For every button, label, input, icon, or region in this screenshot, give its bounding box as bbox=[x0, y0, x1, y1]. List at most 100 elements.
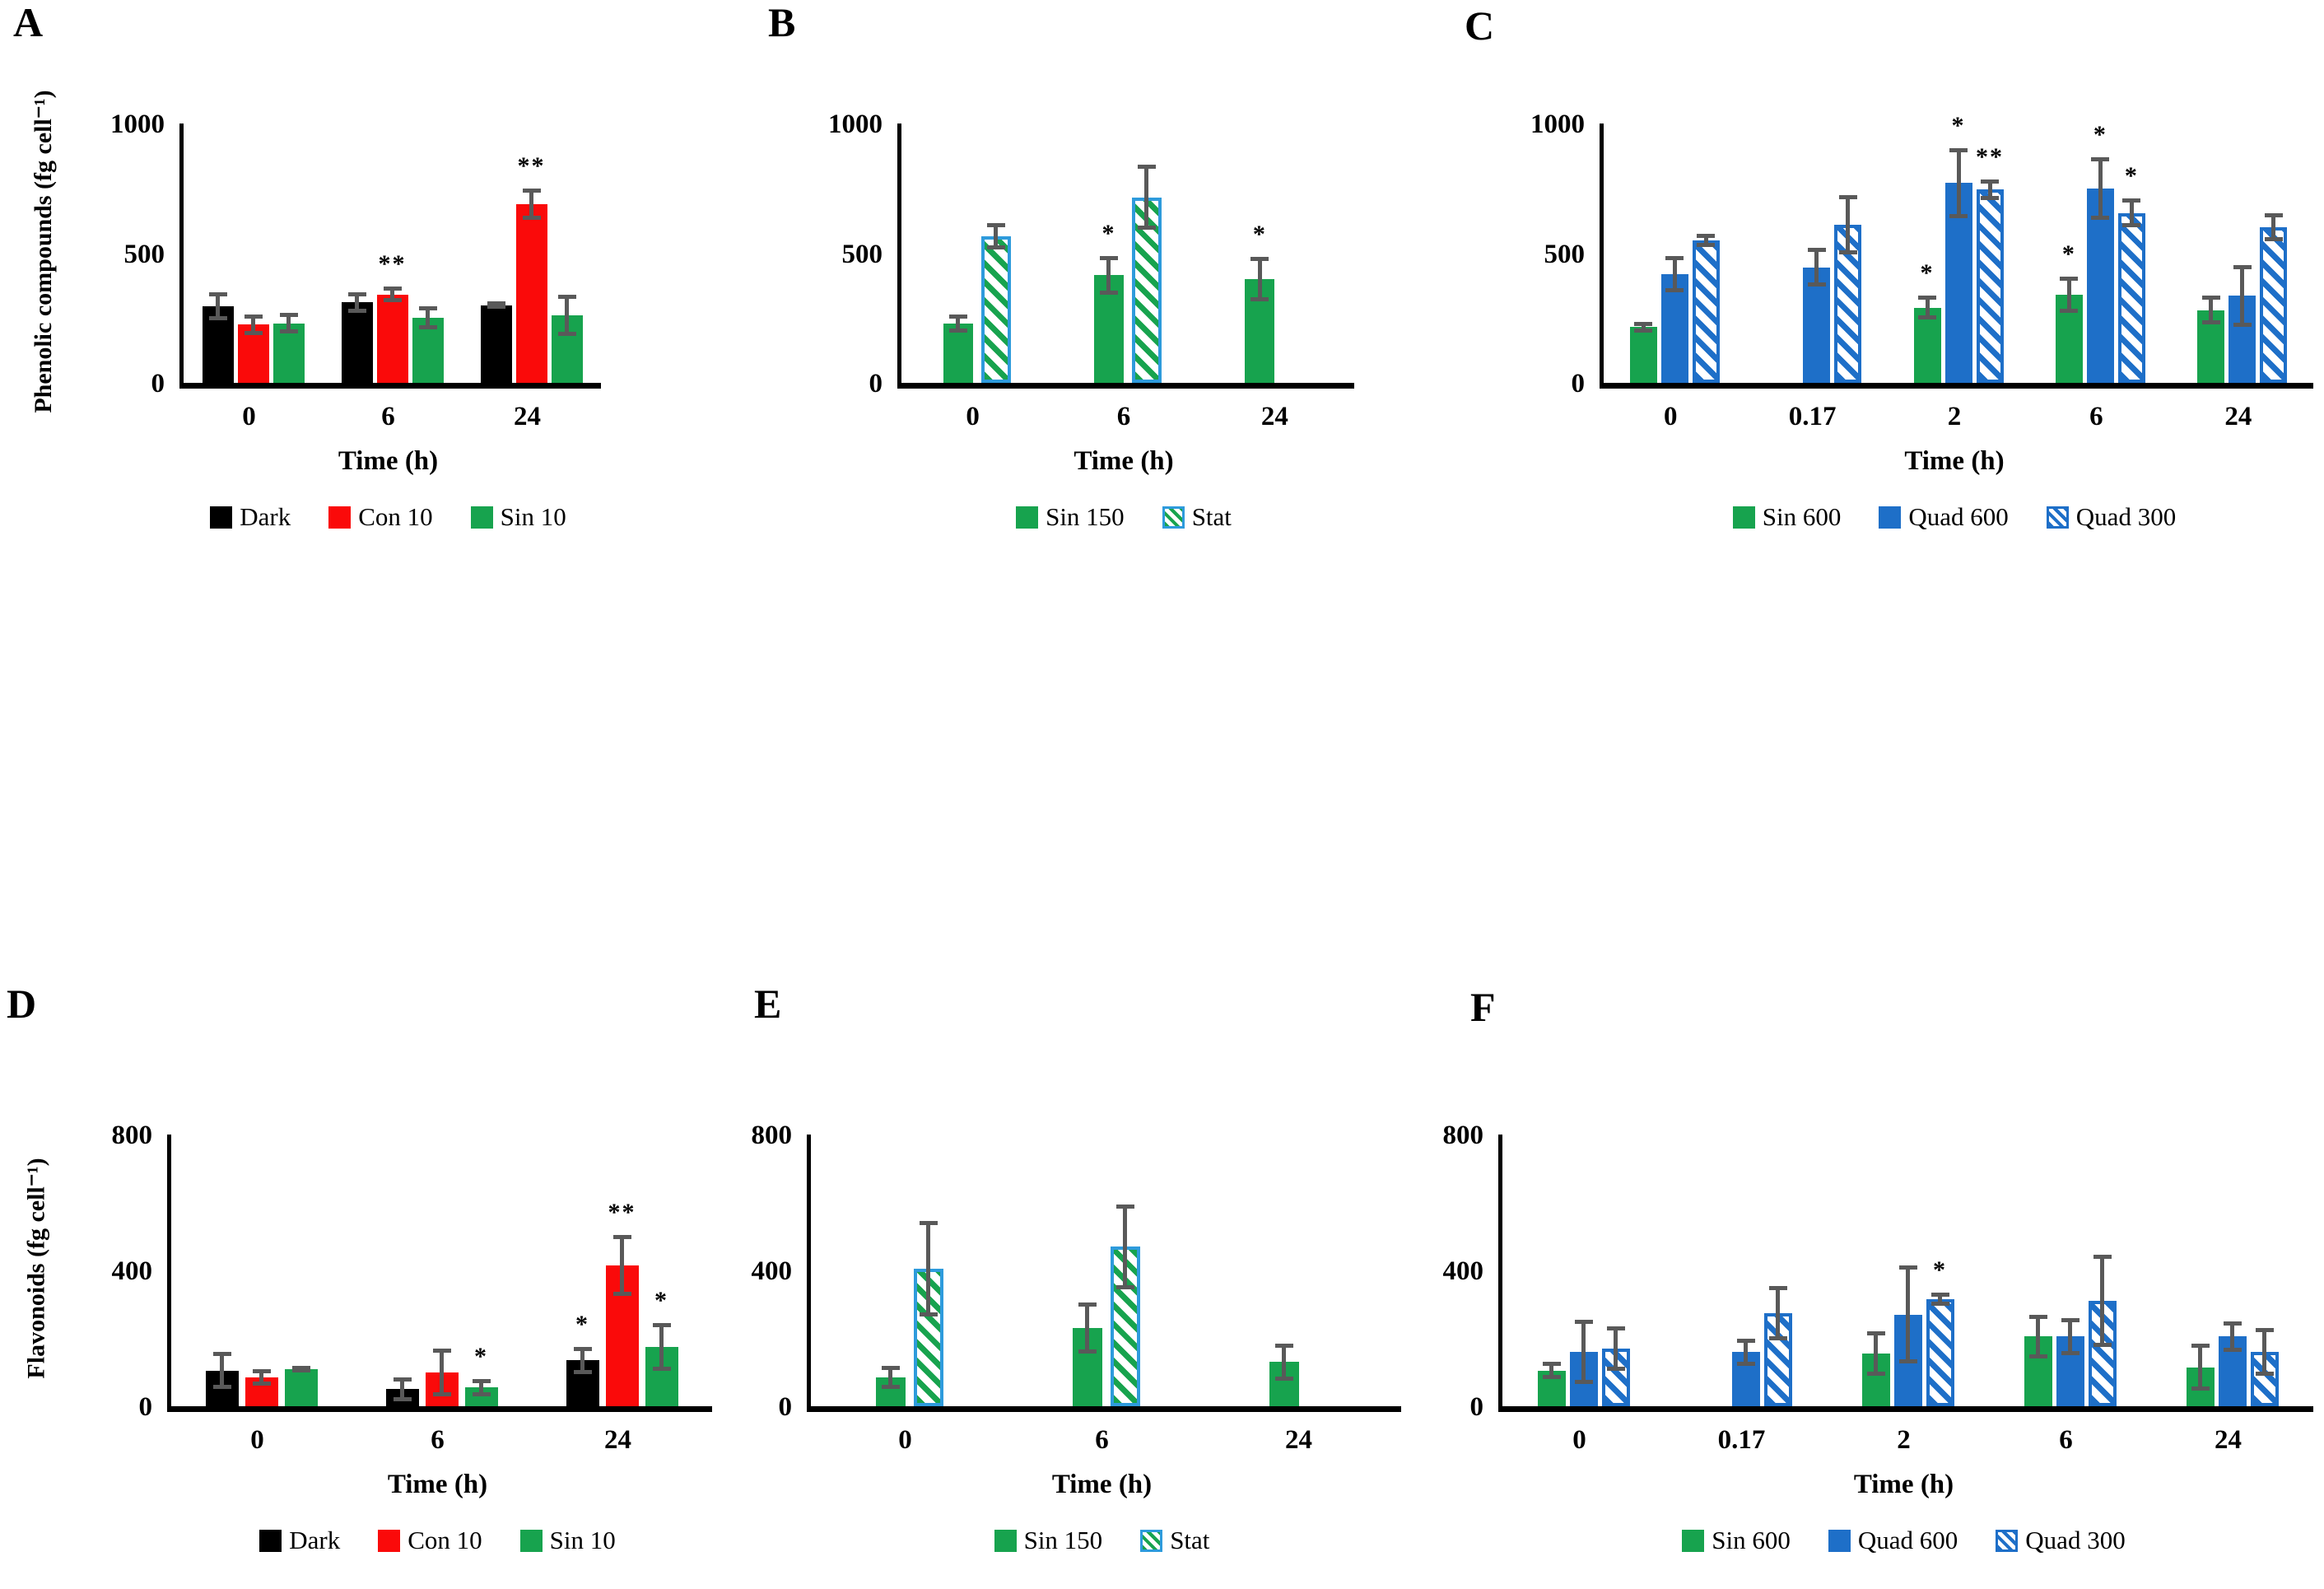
bar-group-C-t6: * * * bbox=[2029, 122, 2171, 383]
significance-mark: * bbox=[1951, 111, 1966, 139]
error-bar-cap-top bbox=[557, 294, 576, 299]
bar-group-A-t6: ** bbox=[323, 123, 462, 383]
error-bar-cap-bottom bbox=[252, 1382, 271, 1386]
error-bar-line bbox=[1987, 179, 1992, 200]
error-bar-cap-top bbox=[1274, 1343, 1293, 1348]
error-bar-line bbox=[216, 291, 220, 321]
error-bar-cap-bottom bbox=[1099, 290, 1118, 295]
significance-mark: ** bbox=[517, 151, 546, 179]
error-bar-line bbox=[926, 1221, 930, 1316]
x-axis-title-A: Time (h) bbox=[338, 446, 439, 476]
error-bar-line bbox=[1257, 257, 1262, 301]
error-bar-cap-bottom bbox=[2255, 1371, 2274, 1376]
error-bar-cap-bottom bbox=[1606, 1366, 1625, 1371]
error-bar-cap-bottom bbox=[1918, 315, 1937, 319]
error-bar-cap-top bbox=[2093, 1255, 2112, 1260]
bar-slot bbox=[1834, 123, 1862, 383]
error-bar-cap-bottom bbox=[2201, 320, 2220, 325]
error-bar-cap-top bbox=[279, 312, 298, 317]
legend-swatch bbox=[1996, 1529, 2019, 1552]
bar-slot bbox=[284, 1135, 318, 1406]
x-tick-label: 2 bbox=[1947, 402, 1962, 431]
error-bar-cap-bottom bbox=[279, 329, 298, 334]
error-bar-line bbox=[2068, 1317, 2072, 1356]
legend-label: Dark bbox=[240, 502, 291, 531]
y-axis-ticks-E: 0 400 800 bbox=[701, 1122, 793, 1421]
error-bar-cap-top bbox=[1115, 1204, 1134, 1209]
y-axis-title-D: Flavonoids (fg cell⁻¹) bbox=[22, 1158, 50, 1379]
bar-slot bbox=[875, 1135, 906, 1406]
bar-group-E-t0 bbox=[811, 1135, 1008, 1406]
error-bar-cap-bottom bbox=[1981, 195, 2000, 200]
x-tick-label: 0 bbox=[966, 402, 980, 431]
x-tick-label: 0 bbox=[250, 1425, 264, 1455]
bar-con-10 bbox=[515, 203, 547, 383]
bar-quad-300 bbox=[1926, 1299, 1954, 1406]
bar-quad-300 bbox=[1692, 240, 1720, 383]
significance-mark: * bbox=[654, 1286, 668, 1314]
error-bar-cap-top bbox=[1866, 1331, 1885, 1336]
legend-swatch bbox=[1682, 1529, 1705, 1552]
error-bar-line bbox=[888, 1365, 892, 1390]
bar-slot bbox=[1131, 123, 1162, 383]
error-bar-cap-bottom bbox=[1274, 1377, 1293, 1382]
plot-area-E bbox=[807, 1135, 1401, 1412]
legend-swatch bbox=[1828, 1529, 1851, 1552]
error-bar-cap-bottom bbox=[573, 1369, 592, 1374]
legend-F: Sin 600 Quad 600 Quad 300 bbox=[1449, 1526, 2324, 1555]
bar-group-D-t24: * ** * bbox=[532, 1135, 712, 1406]
bar-slot: * bbox=[1913, 123, 1941, 383]
legend-item-sin-600: Sin 600 bbox=[1682, 1526, 1791, 1555]
error-bar-cap-bottom bbox=[1898, 1359, 1917, 1364]
bar-sin-150 bbox=[943, 323, 973, 383]
error-bar-cap-bottom bbox=[1115, 1284, 1134, 1289]
error-bar-line bbox=[2129, 198, 2134, 227]
error-bar-cap-bottom bbox=[2191, 1386, 2210, 1391]
bar-slot bbox=[1893, 1135, 1922, 1406]
error-bar-line bbox=[1938, 1292, 1942, 1307]
error-bar-line bbox=[659, 1322, 664, 1371]
significance-mark: ** bbox=[608, 1198, 636, 1226]
bar-group-F-t6 bbox=[1989, 1135, 2151, 1406]
bar-group-D-t6: * bbox=[352, 1135, 532, 1406]
bar-dark bbox=[480, 305, 512, 383]
error-bar-cap-bottom bbox=[2028, 1354, 2047, 1359]
error-bar-cap-bottom bbox=[1574, 1380, 1593, 1385]
bar-slot: * bbox=[566, 1135, 599, 1406]
legend-label: Sin 10 bbox=[549, 1526, 616, 1554]
legend-swatch bbox=[210, 506, 233, 529]
y-tick-label: 0 bbox=[1469, 1392, 1484, 1422]
error-bar-cap-top bbox=[919, 1221, 938, 1226]
error-bar-cap-bottom bbox=[1137, 226, 1156, 231]
error-bar-cap-top bbox=[2060, 276, 2079, 281]
bar-slot bbox=[1283, 123, 1312, 383]
bar-slot bbox=[1269, 1135, 1299, 1406]
bar-group-C-t2: * * ** bbox=[1888, 113, 2029, 383]
error-bar-cap-top bbox=[244, 314, 263, 319]
bar-group-D-t0 bbox=[171, 1135, 352, 1406]
y-axis-title-A: Phenolic compounds (fg cell⁻¹) bbox=[29, 89, 57, 413]
x-axis-title-C: Time (h) bbox=[1904, 446, 2005, 476]
y-tick-label: 1000 bbox=[828, 110, 883, 139]
error-bar-cap-top bbox=[383, 287, 402, 291]
error-bar-cap-top bbox=[1981, 179, 2000, 184]
legend-item-sin-10: Sin 10 bbox=[470, 502, 566, 532]
error-bar-line bbox=[1123, 1204, 1127, 1289]
error-bar-cap-bottom bbox=[487, 305, 505, 310]
x-tick-label: 2 bbox=[1897, 1425, 1911, 1455]
error-bar-cap-top bbox=[1606, 1326, 1625, 1331]
error-bar-cap-bottom bbox=[557, 332, 576, 337]
legend-A: Dark Con 10 Sin 10 bbox=[130, 502, 646, 532]
bar-slot bbox=[1692, 123, 1720, 383]
error-bar-line bbox=[259, 1368, 263, 1386]
error-bar-line bbox=[390, 287, 394, 303]
plot-area-D: * * ** * bbox=[167, 1135, 712, 1412]
bar-slot bbox=[1660, 123, 1688, 383]
error-bar-line bbox=[565, 294, 569, 337]
error-bar-cap-top bbox=[2255, 1328, 2274, 1333]
legend-item-sin-10: Sin 10 bbox=[519, 1526, 616, 1555]
error-bar-cap-bottom bbox=[291, 1368, 310, 1372]
plot-area-A: ** ** bbox=[179, 123, 601, 389]
legend-C: Sin 600 Quad 600 Quad 300 bbox=[1550, 502, 2324, 532]
legend-item-quad-300: Quad 300 bbox=[2046, 502, 2176, 532]
